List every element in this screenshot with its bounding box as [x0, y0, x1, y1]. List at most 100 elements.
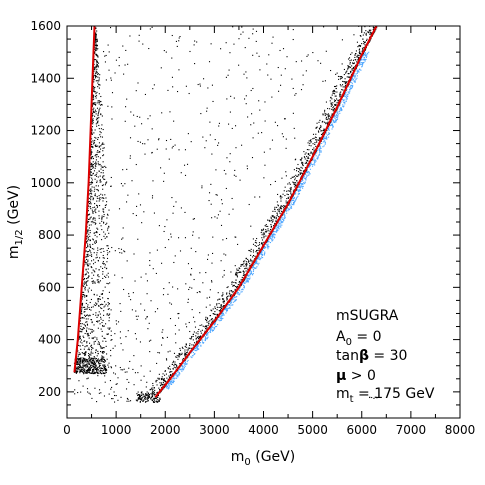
scatter-point — [215, 313, 217, 315]
scatter-point — [196, 340, 198, 342]
scatter-point — [250, 254, 252, 256]
scatter-point — [289, 187, 291, 189]
scatter-point — [97, 138, 99, 140]
scatter-point — [147, 397, 149, 399]
scatter-point — [90, 252, 92, 254]
blue-point — [304, 183, 306, 185]
blue-point — [290, 202, 292, 204]
scatter-point — [95, 32, 97, 34]
blue-point — [264, 252, 266, 254]
scatter-point — [127, 194, 129, 196]
scatter-point — [86, 226, 88, 228]
scatter-point — [81, 360, 83, 362]
scatter-point — [349, 63, 351, 65]
scatter-point — [94, 129, 96, 131]
scatter-point — [347, 58, 350, 60]
scatter-point — [282, 48, 285, 50]
scatter-point — [93, 170, 96, 172]
scatter-point — [356, 55, 358, 57]
scatter-point — [123, 368, 125, 370]
scatter-point — [347, 67, 349, 69]
scatter-point — [98, 269, 100, 271]
scatter-point — [297, 174, 299, 176]
blue-point — [279, 226, 282, 228]
scatter-point — [206, 327, 208, 329]
scatter-point — [94, 163, 96, 165]
scatter-point — [265, 224, 267, 226]
scatter-point — [246, 77, 248, 79]
scatter-point — [147, 328, 149, 330]
scatter-point — [96, 49, 98, 51]
scatter-point — [178, 356, 180, 358]
scatter-point — [93, 252, 95, 254]
scatter-point — [323, 121, 325, 123]
scatter-point — [102, 303, 104, 306]
scatter-point — [92, 90, 94, 92]
scatter-point — [226, 157, 228, 159]
scatter-point — [364, 44, 366, 46]
scatter-point — [238, 64, 240, 66]
scatter-point — [94, 357, 96, 359]
scatter-point — [189, 337, 191, 339]
scatter-point — [102, 340, 104, 342]
scatter-point — [102, 169, 104, 171]
scatter-point — [358, 54, 360, 57]
scatter-point — [263, 235, 265, 237]
scatter-point — [274, 216, 276, 218]
scatter-point — [96, 95, 98, 97]
scatter-point — [270, 228, 272, 231]
scatter-point — [233, 284, 235, 286]
scatter-point — [91, 162, 93, 164]
scatter-point — [200, 330, 202, 332]
scatter-point — [258, 247, 260, 249]
scatter-point — [95, 241, 97, 243]
scatter-point — [83, 358, 85, 361]
scatter-point — [354, 59, 356, 61]
scatter-point — [325, 122, 327, 124]
scatter-point — [84, 315, 87, 317]
scatter-point — [89, 243, 91, 245]
scatter-point — [99, 295, 101, 298]
blue-point — [308, 172, 311, 174]
scatter-point — [261, 234, 263, 236]
scatter-point — [100, 113, 102, 115]
scatter-point — [270, 217, 272, 219]
blue-point — [346, 98, 348, 100]
scatter-point — [107, 305, 109, 307]
scatter-point — [94, 139, 96, 142]
scatter-point — [268, 54, 270, 56]
scatter-point — [100, 168, 102, 170]
scatter-point — [175, 40, 177, 42]
scatter-point — [185, 85, 187, 87]
scatter-point — [81, 362, 83, 364]
scatter-point — [243, 271, 245, 273]
blue-point — [352, 78, 354, 80]
scatter-point — [135, 315, 137, 317]
scatter-point — [350, 53, 352, 55]
scatter-point — [99, 134, 101, 136]
scatter-point — [91, 146, 93, 148]
scatter-point — [158, 400, 161, 402]
scatter-point — [100, 367, 103, 369]
scatter-point — [192, 231, 194, 233]
blue-point — [292, 199, 295, 201]
scatter-point — [255, 242, 258, 244]
blue-point — [305, 171, 307, 174]
blue-point — [218, 316, 220, 318]
scatter-point — [92, 156, 94, 158]
scatter-point — [107, 276, 110, 278]
scatter-point — [188, 288, 190, 291]
scatter-point — [195, 251, 197, 253]
scatter-point — [94, 66, 96, 68]
scatter-point — [105, 370, 107, 372]
scatter-point — [333, 106, 335, 108]
scatter-point — [91, 281, 93, 283]
scatter-point — [184, 345, 186, 348]
scatter-point — [102, 155, 104, 157]
blue-point — [312, 158, 314, 160]
scatter-point — [79, 370, 81, 372]
scatter-point — [82, 295, 84, 297]
scatter-point — [102, 351, 104, 353]
scatter-point — [84, 369, 86, 371]
scatter-point — [98, 363, 100, 365]
